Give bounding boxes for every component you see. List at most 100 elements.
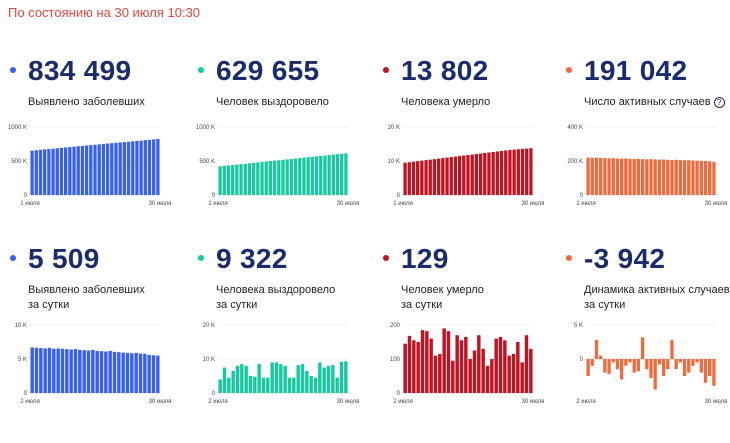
stat-card: 834 499 Выявлено заболевших 1000 K 500 K 0 1 … (8, 55, 185, 255)
bar (310, 156, 314, 195)
bar (72, 146, 76, 195)
bar (453, 156, 458, 195)
bar (122, 142, 126, 195)
bar (487, 152, 491, 195)
stat-label-line: Выявлено заболевших (28, 96, 145, 108)
bar (279, 364, 283, 393)
bar (235, 164, 239, 195)
bar (466, 155, 470, 195)
bar (218, 379, 222, 393)
bar (65, 349, 69, 393)
bar (243, 163, 247, 195)
bullet-dot-icon (383, 255, 389, 261)
bar (139, 140, 143, 195)
bar (322, 367, 326, 393)
bar (708, 161, 712, 195)
bar (268, 161, 273, 195)
y-tick-label: 1000 K (196, 125, 215, 131)
bar (674, 359, 678, 370)
stat-label-line: за сутки (28, 299, 70, 311)
bar (491, 151, 495, 195)
bar (457, 156, 462, 195)
bar (257, 364, 261, 393)
bar (682, 359, 687, 376)
bar (603, 158, 607, 195)
bar (151, 355, 156, 393)
y-tick-label: 200 (390, 323, 401, 329)
bar (503, 340, 507, 393)
bar (126, 141, 131, 195)
y-tick-label: 10 K (15, 323, 27, 329)
bar (59, 147, 64, 195)
bar (318, 362, 322, 393)
y-tick-label: 5 K (18, 357, 27, 363)
bar (147, 139, 152, 195)
bar (441, 158, 445, 195)
bar (143, 353, 147, 393)
bar (590, 157, 594, 195)
x-tick-label: 30 июля (149, 201, 172, 207)
bar (645, 159, 649, 195)
stat-value: 5 509 (28, 243, 100, 274)
bar (657, 359, 662, 365)
bar (653, 159, 657, 195)
bullet-dot-icon (10, 67, 16, 73)
bar (156, 355, 160, 393)
y-tick-label: 10 K (388, 159, 400, 165)
x-tick-label: 1 июля (208, 201, 227, 207)
bar (110, 143, 114, 195)
bar (520, 362, 524, 393)
bar (653, 359, 657, 390)
bar (599, 157, 603, 195)
y-tick-label: 0 (212, 391, 216, 397)
bar (43, 348, 47, 393)
bar (30, 347, 34, 393)
bar (599, 355, 603, 359)
y-tick-label: 500 K (11, 159, 27, 165)
bullet-dot-icon (566, 67, 572, 73)
stat-label-line: Число активных случаев (584, 96, 711, 108)
stat-value: 9 322 (216, 243, 288, 274)
bar (699, 359, 703, 373)
y-tick-label: 100 (390, 357, 401, 363)
bar (38, 149, 43, 195)
bar (511, 353, 516, 393)
bar (524, 335, 529, 393)
bar (649, 359, 653, 379)
stat-label: Человека выздоровело за сутки (216, 283, 335, 313)
bar (674, 159, 678, 195)
bar (80, 145, 85, 195)
bar (130, 353, 134, 393)
stat-value: 129 (401, 243, 449, 274)
bar (615, 359, 620, 370)
bar-chart: 400 K 200 K 0 1 июля 30 июля (567, 125, 727, 207)
help-icon[interactable]: ? (713, 97, 725, 108)
bar (114, 142, 118, 195)
stat-label: Человека умерло (401, 95, 490, 110)
bar (628, 359, 632, 363)
bar (235, 365, 240, 393)
bar (47, 149, 51, 195)
status-timestamp: По состоянию на 30 июля 10:30 (8, 5, 201, 20)
bar (611, 158, 615, 195)
bar (636, 359, 641, 372)
bar (425, 331, 429, 393)
bar (687, 160, 691, 195)
bar (607, 359, 611, 374)
bar (239, 164, 243, 195)
bar (55, 148, 59, 195)
y-tick-label: 5 K (574, 323, 583, 329)
y-tick-label: 0 (397, 193, 401, 199)
bar (60, 348, 65, 393)
bar (437, 158, 441, 195)
bar (95, 350, 99, 393)
bar (512, 149, 516, 195)
bar (244, 365, 248, 393)
bar (703, 161, 708, 195)
bar (495, 151, 499, 195)
stat-value: -3 942 (584, 243, 666, 274)
bar (695, 359, 699, 363)
stat-label-line: за сутки (401, 299, 443, 311)
bar (485, 365, 490, 393)
bar (687, 359, 691, 373)
